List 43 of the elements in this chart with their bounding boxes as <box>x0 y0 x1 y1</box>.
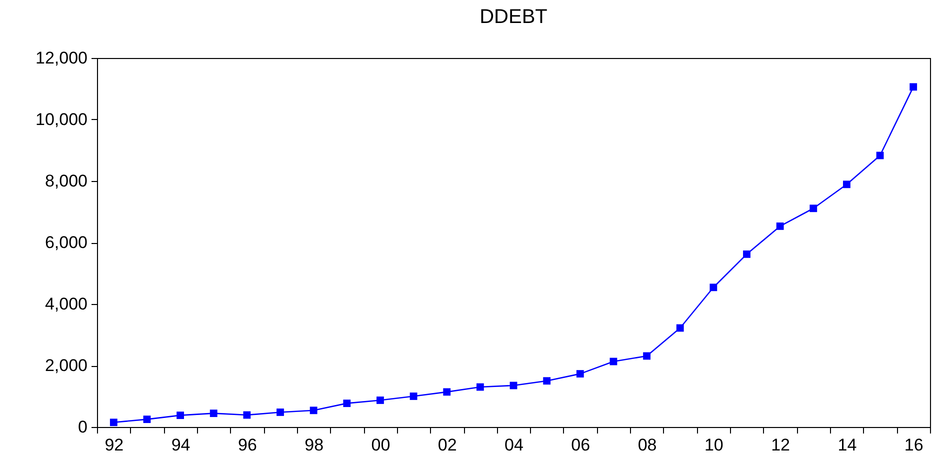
point <box>210 410 218 418</box>
point <box>710 284 718 292</box>
point <box>410 392 418 400</box>
point <box>243 411 251 419</box>
point <box>543 377 551 385</box>
x-tick-label: 08 <box>638 436 657 454</box>
y-tick-label: 12,000 <box>36 48 88 68</box>
point <box>576 370 584 378</box>
x-tick-label: 06 <box>571 436 590 454</box>
point <box>310 406 318 414</box>
point <box>143 416 151 424</box>
x-tick-label: 00 <box>371 436 390 454</box>
point <box>842 180 850 188</box>
chart-title: DDEBT <box>480 6 548 28</box>
x-tick-label: 14 <box>838 436 857 454</box>
point <box>176 412 184 420</box>
x-tick-label: 02 <box>438 436 457 454</box>
y-tick-label: 2,000 <box>44 356 88 375</box>
x-tick-label: 16 <box>904 436 924 454</box>
point <box>776 222 784 230</box>
x-tick-label: 92 <box>104 436 124 454</box>
x-tick-label: 96 <box>238 436 257 454</box>
point <box>443 388 451 396</box>
point <box>910 83 918 91</box>
x-tick-label: 10 <box>704 436 724 454</box>
y-tick-label: 10,000 <box>36 110 88 129</box>
x-tick-label: 04 <box>504 436 524 454</box>
point <box>110 418 118 426</box>
point <box>810 204 818 212</box>
point <box>743 250 750 258</box>
point <box>343 400 351 408</box>
point <box>476 383 484 391</box>
y-tick-label: 6,000 <box>44 233 88 252</box>
y-tick-label: 8,000 <box>44 172 88 190</box>
x-tick-label: 94 <box>171 436 190 454</box>
point <box>676 324 684 332</box>
y-tick-label: 0 <box>78 418 88 436</box>
x-tick-label: 12 <box>771 436 790 454</box>
point <box>276 408 284 416</box>
y-tick-label: 4,000 <box>44 294 88 314</box>
x-tick-label: 98 <box>304 436 324 454</box>
point <box>643 352 650 360</box>
point <box>376 396 384 404</box>
